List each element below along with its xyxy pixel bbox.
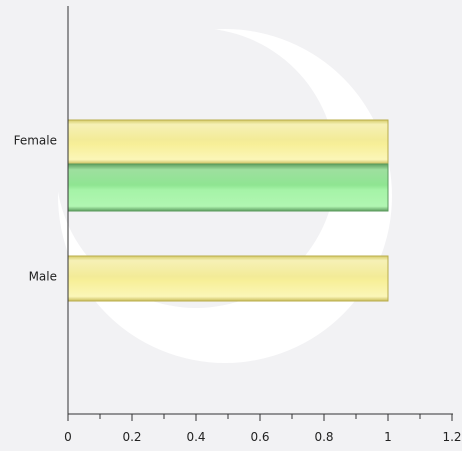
bars-group (67, 119, 389, 302)
bar-male-series-1 (67, 255, 389, 302)
x-tick-label: 1 (384, 430, 392, 444)
category-label-female: Female (14, 134, 57, 148)
y-axis-category-labels: Female Male (14, 134, 57, 284)
x-axis-tick-labels: 0 0.2 0.4 0.6 0.8 1 1.2 (64, 430, 461, 444)
x-tick-label: 0.2 (122, 430, 141, 444)
x-tick-label: 0.8 (314, 430, 333, 444)
x-tick-label: 0.4 (186, 430, 205, 444)
x-axis-ticks (67, 414, 453, 421)
x-tick-label: 1.2 (442, 430, 461, 444)
bar-female-series-2 (67, 163, 389, 212)
x-tick-label: 0.6 (250, 430, 269, 444)
category-label-male: Male (29, 270, 57, 284)
bar-female-series-1 (67, 119, 389, 165)
x-tick-label: 0 (64, 430, 72, 444)
